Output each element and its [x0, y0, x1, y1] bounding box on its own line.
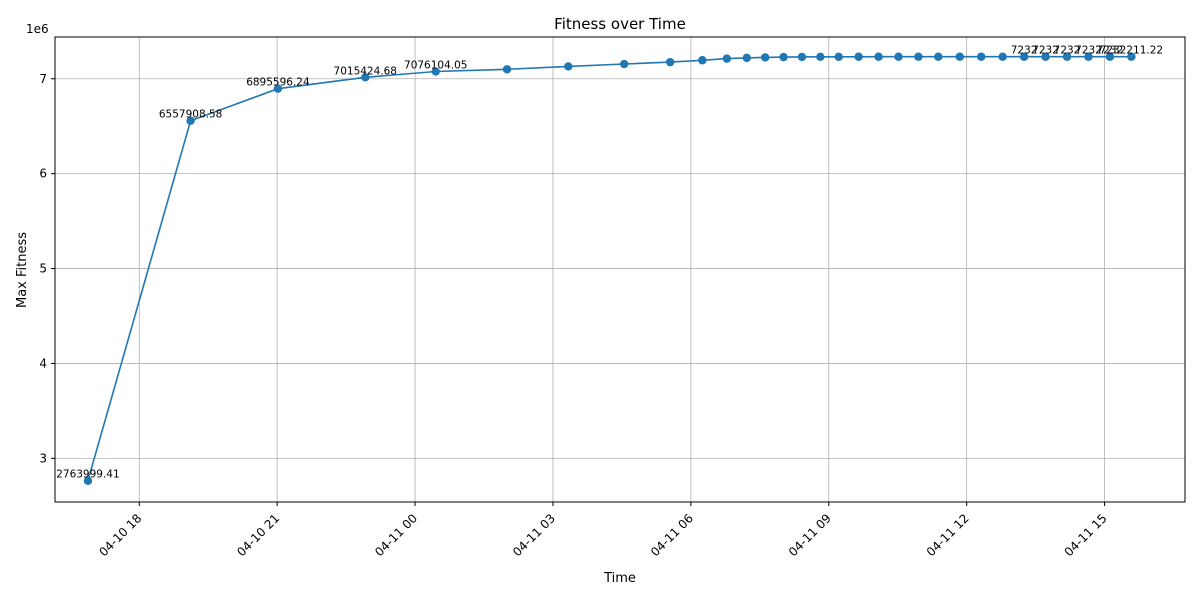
y-tick-label: 5 — [39, 262, 47, 276]
series-fitness — [83, 52, 1136, 485]
data-point — [779, 52, 788, 62]
data-point — [797, 52, 807, 62]
data-point — [834, 52, 843, 61]
data-point — [1019, 52, 1029, 61]
y-tick-label: 4 — [39, 356, 47, 370]
data-point — [564, 62, 573, 71]
y-tick-label: 7 — [39, 72, 47, 86]
data-label: 7232 — [1032, 45, 1059, 57]
y-axis-ticks: 3 4 5 6 7 — [39, 72, 55, 465]
data-point — [722, 54, 732, 63]
x-axis-label: Time — [603, 571, 636, 586]
grid-lines — [55, 37, 1185, 502]
data-label: 7232 — [1011, 45, 1038, 57]
data-point — [934, 52, 943, 61]
y-axis-label: Max Fitness — [15, 232, 30, 308]
data-label: 7232211.22 — [1100, 45, 1163, 57]
y-offset-label: 1e6 — [26, 22, 49, 36]
data-point — [742, 53, 751, 63]
data-point — [273, 84, 283, 93]
data-label: 7232 — [1097, 45, 1124, 57]
data-point — [361, 73, 370, 82]
data-point — [1127, 52, 1136, 61]
data-label: 7232 — [1054, 45, 1081, 57]
data-point — [186, 116, 195, 125]
data-point — [914, 52, 923, 61]
data-point — [1084, 52, 1093, 61]
data-label: 2763999.41 — [56, 469, 119, 481]
data-label: 7015424.68 — [334, 65, 397, 77]
data-label: 6557908.58 — [159, 109, 222, 121]
data-point — [854, 52, 863, 61]
data-point — [665, 57, 675, 67]
data-point — [955, 52, 964, 61]
data-labels: 2763999.41 6557908.58 6895596.24 7015424.68… — [56, 45, 1163, 481]
data-point — [431, 67, 440, 76]
data-point — [816, 52, 825, 62]
data-point — [620, 59, 629, 69]
y-tick-label: 6 — [39, 167, 47, 181]
data-point — [502, 65, 512, 74]
data-point — [83, 476, 93, 485]
data-point — [698, 56, 707, 65]
data-point — [894, 52, 903, 61]
data-label: 7076104.05 — [404, 60, 467, 72]
data-point — [1041, 52, 1050, 61]
plot-frame — [54, 36, 1186, 503]
data-label: 7232 — [1075, 45, 1102, 57]
data-point — [998, 52, 1007, 61]
y-tick-label: 3 — [39, 451, 47, 465]
data-point — [874, 52, 883, 61]
chart-title: Fitness over Time — [554, 15, 686, 33]
data-label: 6895596.24 — [246, 77, 310, 89]
data-point — [760, 53, 770, 62]
data-point — [1105, 52, 1115, 61]
data-point — [977, 52, 986, 61]
data-point — [1062, 52, 1072, 61]
